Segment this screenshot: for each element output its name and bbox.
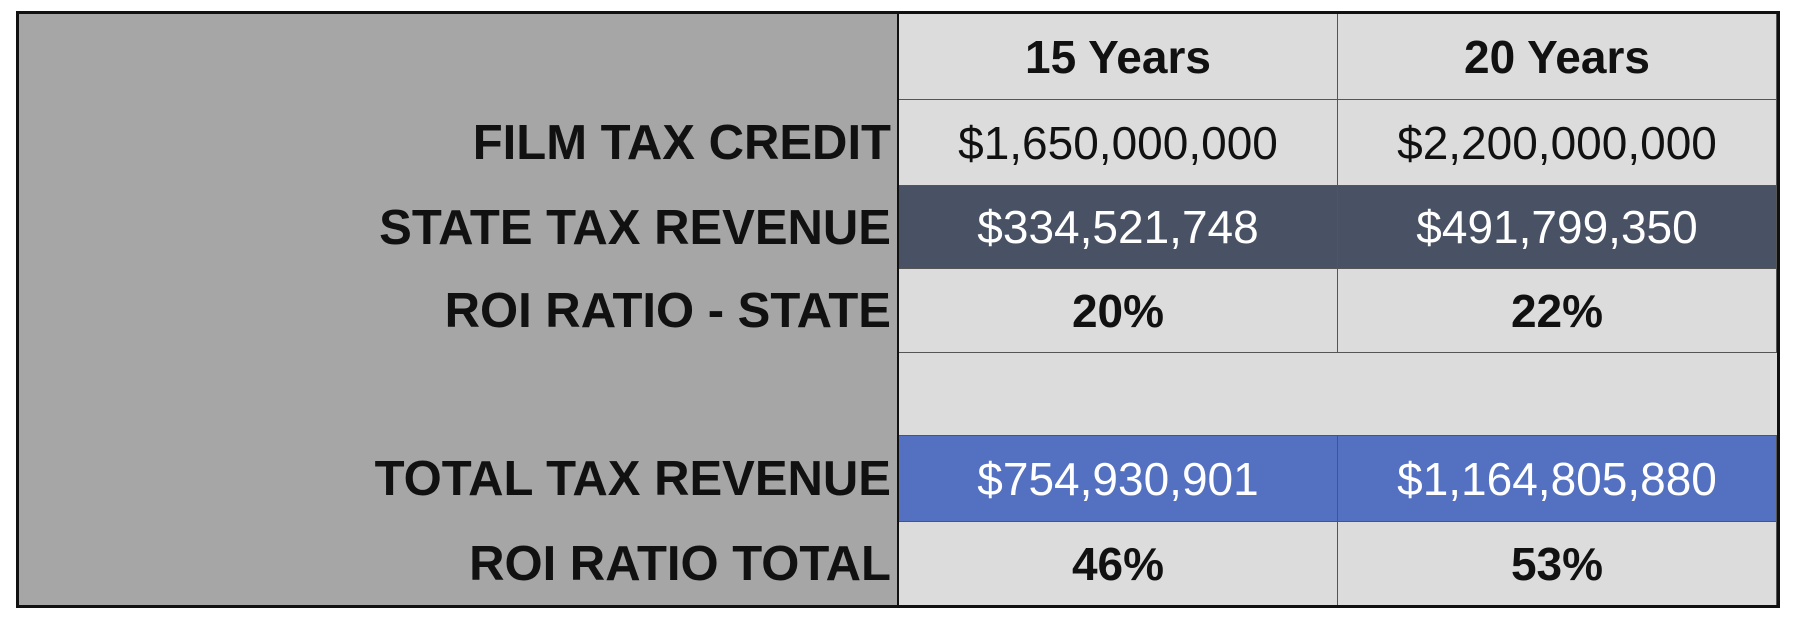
row-label: TOTAL TAX REVENUE (374, 452, 891, 506)
row-label: STATE TAX REVENUE (379, 200, 891, 255)
value-cell: $754,930,901 (899, 436, 1338, 522)
column-header: 20 Years (1338, 14, 1777, 100)
row-label: ROI RATIO TOTAL (469, 536, 891, 591)
value-cell: $1,164,805,880 (1338, 436, 1777, 522)
spacer-row (899, 353, 1777, 436)
label-panel (19, 14, 899, 605)
value-cell: $1,650,000,000 (899, 100, 1338, 186)
value-cell: $2,200,000,000 (1338, 100, 1777, 186)
value-cell: $491,799,350 (1338, 186, 1777, 269)
ratio-cell: 22% (1338, 269, 1777, 353)
roi-table: 15 Years 20 Years FILM TAX CREDIT $1,650… (16, 11, 1780, 608)
column-header: 15 Years (899, 14, 1338, 100)
row-label: ROI RATIO - STATE (444, 284, 891, 338)
ratio-cell: 53% (1338, 522, 1777, 605)
value-cell: $334,521,748 (899, 186, 1338, 269)
ratio-cell: 46% (899, 522, 1338, 605)
row-label: FILM TAX CREDIT (472, 116, 891, 170)
ratio-cell: 20% (899, 269, 1338, 353)
